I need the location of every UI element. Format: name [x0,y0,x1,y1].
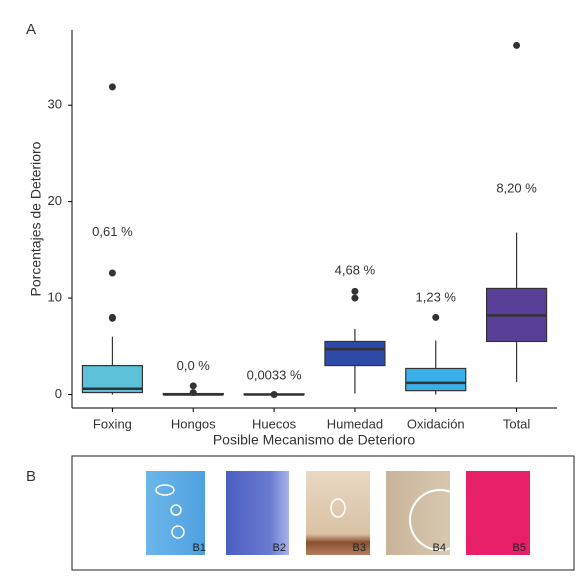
outlier [189,389,197,397]
image [466,471,530,555]
annotation: 1,23 % [416,290,457,305]
image-label: B4 [433,542,446,554]
annotation: 0,61 % [92,224,133,239]
y-tick-label: 30 [48,97,62,112]
outlier [270,391,278,398]
box [324,340,386,367]
circle [171,525,185,539]
annotation: 4,68 % [335,263,376,278]
y-tick-label: 10 [48,290,62,305]
y-tick-label: 0 [55,386,62,401]
image-label: B2 [273,542,286,554]
x-tick-label: Total [503,416,531,431]
annotation: 0,0033 % [247,368,302,383]
outlier [108,313,116,321]
x-tick-label: Foxing [93,416,132,431]
x-tick-label: Oxidación [407,416,465,431]
x-tick-label: Humedad [327,416,383,431]
outlier [108,83,116,91]
outlier [189,382,197,390]
x-axis-title: Posible Mecanismo de Deterioro [213,432,416,448]
panel-label: A [26,21,36,38]
panel-label: B [26,468,36,485]
x-tick-label: Huecos [252,416,297,431]
x-tick-label: Hongos [171,416,216,431]
outlier [108,269,116,277]
circle [155,484,175,496]
y-axis-title: Porcentajes de Deterioro [28,141,44,296]
outlier [351,287,359,295]
image-label: B1 [193,542,206,554]
circle [170,504,182,516]
box [405,367,467,392]
image [226,471,289,555]
panel-b-frame [71,455,575,571]
image [146,471,205,555]
outlier [351,294,359,302]
outlier [513,41,521,49]
circle [330,498,346,518]
image [306,471,370,555]
image-label: B3 [353,542,366,554]
y-tick-label: 20 [48,193,62,208]
outlier [432,313,440,321]
annotation: 0,0 % [177,358,211,373]
image-label: B5 [513,542,526,554]
annotation: 8,20 % [496,181,537,196]
